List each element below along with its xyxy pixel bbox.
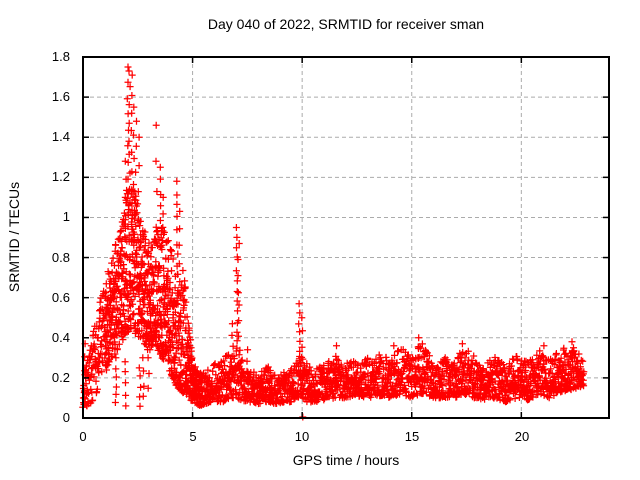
x-axis-label: GPS time / hours: [292, 452, 400, 468]
y-tick-label-1.8: 1.8: [51, 49, 70, 64]
y-tick-label-1.6: 1.6: [51, 89, 70, 104]
scatter-points: [79, 63, 588, 421]
x-tick-label-0: 0: [79, 429, 87, 444]
y-tick-label-0.8: 0.8: [51, 250, 70, 265]
x-tick-label-10: 10: [294, 429, 310, 444]
y-tick-label-1.2: 1.2: [51, 169, 70, 184]
plot-border: [82, 56, 610, 419]
chart-title: Day 040 of 2022, SRMTID for receiver sma…: [207, 16, 485, 32]
x-tick-label-20: 20: [514, 429, 530, 444]
y-tick-label-0.6: 0.6: [51, 290, 70, 305]
y-axis-label: SRMTID / TECUs: [6, 181, 22, 293]
y-tick-label-0.4: 0.4: [51, 330, 70, 345]
y-tick-label-1: 1: [62, 209, 70, 224]
y-tick-label-0: 0: [62, 410, 70, 425]
y-tick-label-1.4: 1.4: [51, 129, 70, 144]
y-tick-label-0.2: 0.2: [51, 370, 70, 385]
x-tick-label-5: 5: [189, 429, 197, 444]
x-tick-label-15: 15: [404, 429, 420, 444]
plot-area: [79, 56, 610, 421]
